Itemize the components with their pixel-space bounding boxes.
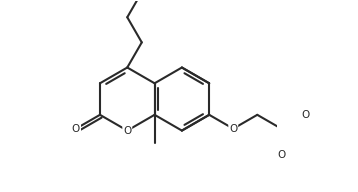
Text: O: O: [277, 150, 285, 160]
Text: O: O: [301, 110, 309, 120]
Text: O: O: [229, 124, 237, 134]
Text: O: O: [123, 126, 131, 136]
Text: O: O: [72, 124, 80, 134]
